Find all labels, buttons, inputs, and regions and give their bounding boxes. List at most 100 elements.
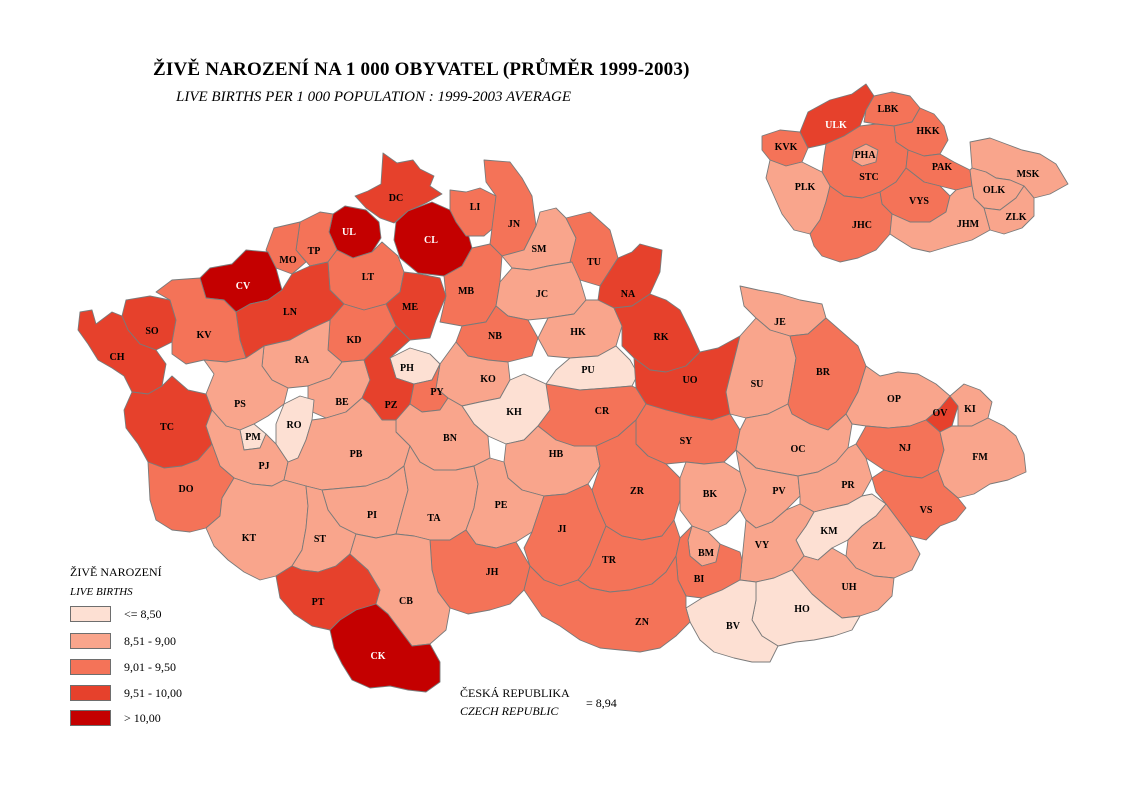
label-PAK: PAK bbox=[932, 162, 953, 173]
label-BV: BV bbox=[726, 621, 741, 632]
label-UL: UL bbox=[342, 227, 356, 238]
label-BR: BR bbox=[816, 367, 831, 378]
district-map bbox=[77, 152, 1027, 693]
region-JHM bbox=[889, 185, 991, 253]
legend-label: 9,51 - 10,00 bbox=[124, 686, 182, 700]
district-labels: DC UL CL LI JN SM TU TP MO CV LT LN ME M… bbox=[110, 104, 1040, 662]
label-NJ: NJ bbox=[899, 443, 911, 454]
label-KVK: KVK bbox=[775, 142, 798, 153]
district-ZN bbox=[523, 555, 691, 653]
label-BE: BE bbox=[335, 397, 349, 408]
label-JC: JC bbox=[536, 289, 548, 300]
label-JN: JN bbox=[508, 219, 521, 230]
district-CH bbox=[77, 309, 167, 395]
label-BK: BK bbox=[703, 489, 718, 500]
label-SY: SY bbox=[680, 436, 694, 447]
label-PH: PH bbox=[400, 363, 414, 374]
label-VS: VS bbox=[920, 505, 933, 516]
label-ZL: ZL bbox=[872, 541, 886, 552]
label-VYS: VYS bbox=[909, 196, 929, 207]
label-RO: RO bbox=[287, 420, 302, 431]
label-DC: DC bbox=[389, 193, 403, 204]
legend-swatch bbox=[70, 659, 111, 675]
label-PT: PT bbox=[312, 597, 325, 608]
label-PHA: PHA bbox=[854, 150, 876, 161]
label-PU: PU bbox=[581, 365, 594, 376]
label-BN: BN bbox=[443, 433, 458, 444]
label-TC: TC bbox=[160, 422, 174, 433]
country-value: = 8,94 bbox=[586, 696, 617, 710]
label-ME: ME bbox=[402, 302, 418, 313]
label-DO: DO bbox=[179, 484, 194, 495]
label-KI: KI bbox=[964, 404, 976, 415]
label-BM: BM bbox=[698, 548, 715, 559]
legend-swatch bbox=[70, 633, 111, 649]
label-MO: MO bbox=[279, 255, 296, 266]
label-BI: BI bbox=[694, 574, 705, 585]
label-FM: FM bbox=[972, 452, 988, 463]
legend-label: > 10,00 bbox=[124, 711, 161, 725]
label-TP: TP bbox=[308, 246, 321, 257]
label-CH: CH bbox=[110, 352, 125, 363]
label-KO: KO bbox=[480, 374, 496, 385]
legend-swatch bbox=[70, 606, 111, 622]
label-MSK: MSK bbox=[1017, 169, 1040, 180]
legend-label: 8,51 - 9,00 bbox=[124, 634, 176, 648]
label-NB: NB bbox=[488, 331, 502, 342]
label-CB: CB bbox=[399, 596, 413, 607]
label-TR: TR bbox=[602, 555, 617, 566]
label-JE: JE bbox=[774, 317, 786, 328]
district-HK bbox=[537, 299, 623, 359]
legend-title-cz: ŽIVĚ NAROZENÍ bbox=[70, 565, 162, 579]
legend-title-en: LIVE BIRTHS bbox=[70, 586, 133, 598]
label-OV: OV bbox=[933, 408, 949, 419]
label-CL: CL bbox=[424, 235, 438, 246]
label-PLK: PLK bbox=[795, 182, 816, 193]
label-PJ: PJ bbox=[258, 461, 269, 472]
district-LI bbox=[449, 187, 499, 237]
label-CR: CR bbox=[595, 406, 610, 417]
district-VS bbox=[871, 469, 967, 541]
label-PR: PR bbox=[841, 480, 855, 491]
legend-swatch bbox=[70, 710, 111, 726]
region-inset-map bbox=[761, 83, 1069, 263]
label-JI: JI bbox=[558, 524, 567, 535]
label-JHM: JHM bbox=[957, 219, 980, 230]
label-ZLK: ZLK bbox=[1005, 212, 1026, 223]
label-TA: TA bbox=[427, 513, 441, 524]
label-UO: UO bbox=[683, 375, 698, 386]
label-KT: KT bbox=[242, 533, 257, 544]
district-BV bbox=[685, 579, 779, 663]
label-LN: LN bbox=[283, 307, 298, 318]
label-KD: KD bbox=[347, 335, 362, 346]
legend-label: <= 8,50 bbox=[124, 607, 162, 621]
label-STC: STC bbox=[859, 172, 878, 183]
label-PB: PB bbox=[350, 449, 363, 460]
label-TU: TU bbox=[587, 257, 601, 268]
label-HK: HK bbox=[570, 327, 586, 338]
label-LBK: LBK bbox=[877, 104, 898, 115]
label-UH: UH bbox=[842, 582, 857, 593]
label-NA: NA bbox=[621, 289, 636, 300]
label-LI: LI bbox=[470, 202, 481, 213]
district-DC bbox=[354, 152, 443, 224]
map-title: ŽIVĚ NAROZENÍ NA 1 000 OBYVATEL (PRŮMĚR … bbox=[153, 59, 690, 80]
label-CK: CK bbox=[371, 651, 386, 662]
country-name-cz: ČESKÁ REPUBLIKA bbox=[460, 686, 570, 700]
district-CB bbox=[349, 533, 451, 647]
label-SU: SU bbox=[751, 379, 764, 390]
label-SO: SO bbox=[145, 326, 159, 337]
label-HO: HO bbox=[794, 604, 810, 615]
label-HB: HB bbox=[549, 449, 564, 460]
label-RK: RK bbox=[654, 332, 669, 343]
label-PV: PV bbox=[772, 486, 786, 497]
label-RA: RA bbox=[295, 355, 310, 366]
map-subtitle: LIVE BIRTHS PER 1 000 POPULATION : 1999-… bbox=[176, 89, 572, 105]
label-PM: PM bbox=[245, 432, 261, 443]
label-KV: KV bbox=[197, 330, 213, 341]
label-PZ: PZ bbox=[385, 400, 398, 411]
label-OLK: OLK bbox=[983, 185, 1005, 196]
label-PS: PS bbox=[234, 399, 246, 410]
label-PY: PY bbox=[430, 387, 444, 398]
